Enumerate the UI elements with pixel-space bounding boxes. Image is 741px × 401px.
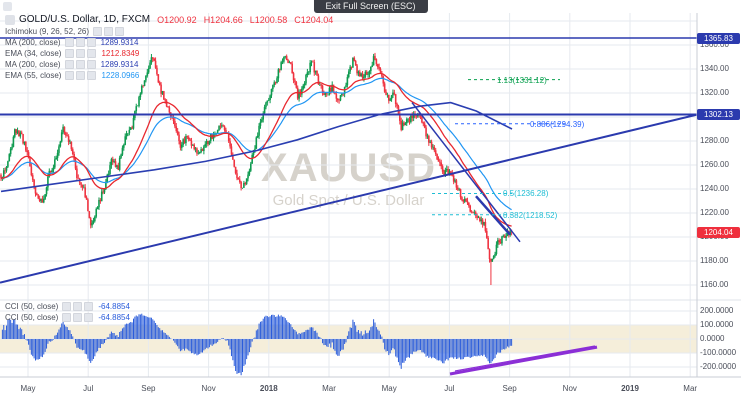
indicator-row[interactable]: MA (200, close) 1289.9314 — [5, 37, 139, 48]
time-axis-label: May — [20, 384, 36, 393]
price-badge: 1365.83 — [697, 32, 740, 44]
indicator-value: -64.8854 — [98, 302, 130, 311]
cci-legend: CCI (50, close) -64.8854 CCI (50, close) -6… — [5, 301, 130, 323]
indicator-value: 1289.9314 — [100, 38, 139, 47]
time-axis-label: Sep — [141, 384, 156, 393]
indicator-row[interactable]: CCI (50, close) -64.8854 — [5, 301, 130, 312]
time-axis-label: Nov — [201, 384, 216, 393]
ohlc-open: O1200.92 — [157, 14, 197, 25]
indicator-name: CCI (50, close) — [5, 302, 59, 311]
close-icon[interactable] — [87, 71, 97, 80]
symbol-icon[interactable] — [5, 14, 15, 25]
indicator-value: 1212.8349 — [101, 49, 140, 58]
settings-icon[interactable] — [73, 302, 83, 311]
indicator-legend: Ichimoku (9, 26, 52, 26) MA (200, close) 1… — [5, 26, 139, 81]
price-axis-label: 1240.00 — [700, 184, 729, 193]
close-icon[interactable] — [86, 38, 96, 47]
time-axis-label: Jul — [83, 384, 94, 393]
indicator-name: EMA (34, close) — [5, 49, 62, 58]
indicator-value: 1289.9314 — [100, 60, 139, 69]
ohlc-close: C1204.04 — [294, 14, 334, 25]
fib-level-label: 0.382(1218.52) — [503, 210, 558, 220]
close-icon[interactable] — [84, 302, 94, 311]
eye-icon[interactable] — [64, 38, 74, 47]
cci-axis-label: 100.0000 — [700, 320, 734, 329]
time-axis-label: 2019 — [621, 384, 639, 393]
cci-trendlines-layer — [449, 345, 598, 376]
ohlc-low: L1200.58 — [249, 14, 288, 25]
eye-icon[interactable] — [64, 60, 74, 69]
close-icon[interactable] — [115, 27, 125, 36]
cci-axis-label: -100.0000 — [700, 348, 737, 357]
price-axis-label: 1260.00 — [700, 160, 729, 169]
exit-fullscreen-button[interactable]: Exit Full Screen (ESC) — [313, 0, 428, 13]
fib-level-label: 1.13(1331.12) — [497, 75, 547, 85]
indicator-name: CCI (50, close) — [5, 313, 59, 322]
symbol-title[interactable]: GOLD/U.S. Dollar, 1D, FXCM — [19, 14, 151, 25]
indicator-row[interactable]: MA (200, close) 1289.9314 — [5, 59, 139, 70]
price-axis-label: 1360.00 — [700, 40, 729, 49]
trendlines-layer — [0, 37, 698, 284]
price-axis-label: 1280.00 — [700, 136, 729, 145]
time-axis-label: May — [381, 384, 397, 393]
indicator-name: MA (200, close) — [5, 38, 61, 47]
settings-icon[interactable] — [104, 27, 114, 36]
indicator-value: -64.8854 — [98, 313, 130, 322]
price-axis-label: 1340.00 — [700, 64, 729, 73]
settings-icon[interactable] — [75, 38, 85, 47]
price-axis-label: 1180.00 — [700, 256, 729, 265]
price-badge: 1204.04 — [697, 226, 740, 238]
time-axis-label: Nov — [562, 384, 577, 393]
ma-lines-layer — [0, 72, 513, 227]
indicator-row[interactable]: CCI (50, close) -64.8854 — [5, 312, 130, 323]
time-axis-label: Mar — [683, 384, 698, 393]
settings-icon[interactable] — [73, 313, 83, 322]
watermark-symbol: XAUUSD — [261, 146, 436, 190]
price-badge: 1302.13 — [697, 108, 740, 120]
time-axis-label: Sep — [502, 384, 517, 393]
cci-axis-label: -200.0000 — [700, 362, 737, 371]
symbol-header: GOLD/U.S. Dollar, 1D, FXCM O1200.92 H120… — [5, 14, 333, 25]
watermark-name: Gold Spot / U.S. Dollar — [272, 192, 425, 209]
price-axis-label: 1160.00 — [700, 280, 729, 289]
indicator-row[interactable]: EMA (34, close) 1212.8349 — [5, 48, 139, 59]
close-icon[interactable] — [84, 313, 94, 322]
price-axis-label: 1220.00 — [700, 208, 729, 217]
time-axis-label: Mar — [322, 384, 336, 393]
indicator-row[interactable]: Ichimoku (9, 26, 52, 26) — [5, 26, 139, 37]
settings-icon[interactable] — [75, 60, 85, 69]
eye-icon[interactable] — [93, 27, 103, 36]
cci-axis-label: 200.0000 — [700, 306, 734, 315]
cci-histogram-layer — [1, 313, 513, 376]
grid-layer — [0, 13, 697, 377]
settings-icon[interactable] — [76, 49, 86, 58]
eye-icon[interactable] — [62, 302, 72, 311]
cci-axis-label: 0.0000 — [700, 334, 725, 343]
close-icon[interactable] — [86, 60, 96, 69]
fib-level-label: 0.5(1236.28) — [503, 189, 549, 199]
settings-icon[interactable] — [76, 71, 86, 80]
indicator-row[interactable]: EMA (55, close) 1228.0966 — [5, 70, 139, 81]
fib-level-label: 0.886(1294.39) — [530, 119, 585, 129]
indicator-name: EMA (55, close) — [5, 71, 62, 80]
candles-layer — [0, 52, 513, 285]
ohlc-high: H1204.66 — [203, 14, 243, 25]
time-axis-label: 2018 — [259, 384, 278, 393]
close-icon[interactable] — [87, 49, 97, 58]
toolbar-toggle-icon[interactable] — [3, 2, 12, 11]
indicator-name: Ichimoku (9, 26, 52, 26) — [5, 27, 90, 36]
price-axis-label: 1320.00 — [700, 88, 729, 97]
eye-icon[interactable] — [65, 71, 75, 80]
time-axis-label: Jul — [444, 384, 455, 393]
eye-icon[interactable] — [65, 49, 75, 58]
indicator-value: 1228.0966 — [101, 71, 140, 80]
indicator-name: MA (200, close) — [5, 60, 61, 69]
eye-icon[interactable] — [62, 313, 72, 322]
separators — [0, 13, 741, 378]
